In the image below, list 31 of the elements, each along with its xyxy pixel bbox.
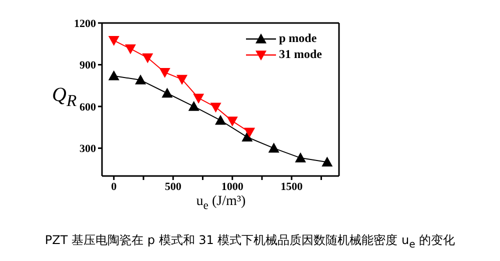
point <box>124 44 136 54</box>
point <box>176 74 188 85</box>
point <box>268 142 280 153</box>
point <box>135 74 146 84</box>
legend-label: p mode <box>278 30 318 46</box>
point <box>159 68 170 78</box>
y-axis-title: Q$_{R}$ <box>52 84 77 111</box>
point <box>215 114 226 125</box>
x-tick-label: 500 <box>164 180 182 193</box>
point <box>108 70 120 80</box>
y-tick-label: 1200 <box>74 18 96 30</box>
point <box>322 156 333 166</box>
x-tick-label: 1000 <box>221 180 244 193</box>
x-tick-label: 1500 <box>280 180 304 193</box>
text: PZT 基压电陶瓷在 p 模式和 31 模式下机械品质因数随机械能密度 u$_{e}$ 的变化 <box>44 232 456 250</box>
point <box>162 88 173 98</box>
x-tick-label: 0 <box>111 180 118 193</box>
x-axis-title: u$_{e}$ (J/m³) <box>195 194 247 212</box>
y-tick-label: 600 <box>80 101 96 114</box>
point <box>294 152 306 162</box>
point <box>142 53 154 64</box>
point <box>242 132 253 142</box>
point <box>226 116 238 127</box>
point <box>244 128 256 138</box>
point <box>193 94 204 104</box>
y-tick-label: 900 <box>80 60 96 72</box>
point <box>210 102 222 113</box>
point <box>188 100 200 111</box>
legend-label: 31 mode <box>278 46 322 62</box>
point <box>108 36 120 46</box>
y-tick-label: 300 <box>80 143 96 156</box>
